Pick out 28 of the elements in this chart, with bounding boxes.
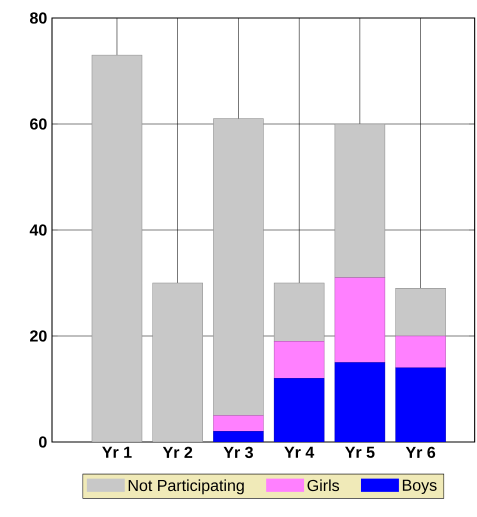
y-tick-label: 0: [39, 436, 47, 448]
y-tick-label: 40: [30, 224, 47, 236]
bar: [395, 288, 446, 336]
legend-label: Not Participating: [128, 479, 244, 494]
bar: [334, 277, 386, 363]
bar: [395, 336, 446, 368]
bar: [213, 415, 264, 432]
y-tick-label: 20: [30, 330, 47, 342]
bar: [152, 282, 203, 442]
legend-label: Girls: [308, 479, 340, 492]
bar: [274, 378, 324, 442]
bar: [334, 362, 386, 442]
x-tick-label: Yr 2: [162, 446, 192, 458]
bar: [334, 124, 386, 278]
bar: [274, 341, 324, 379]
bar: [92, 54, 142, 442]
x-tick-label: Yr 6: [406, 446, 436, 458]
legend-label: Boys: [402, 480, 437, 494]
y-tick-label: 60: [30, 118, 47, 130]
bar: [213, 118, 264, 416]
x-tick-label: Yr 1: [102, 446, 132, 458]
y-tick-label: 80: [30, 12, 47, 24]
bar: [274, 282, 324, 342]
x-tick-label: Yr 5: [345, 446, 375, 458]
x-tick-label: Yr 4: [284, 446, 314, 458]
bar: [395, 368, 446, 442]
x-tick-label: Yr 3: [224, 446, 253, 458]
bar: [213, 431, 264, 442]
